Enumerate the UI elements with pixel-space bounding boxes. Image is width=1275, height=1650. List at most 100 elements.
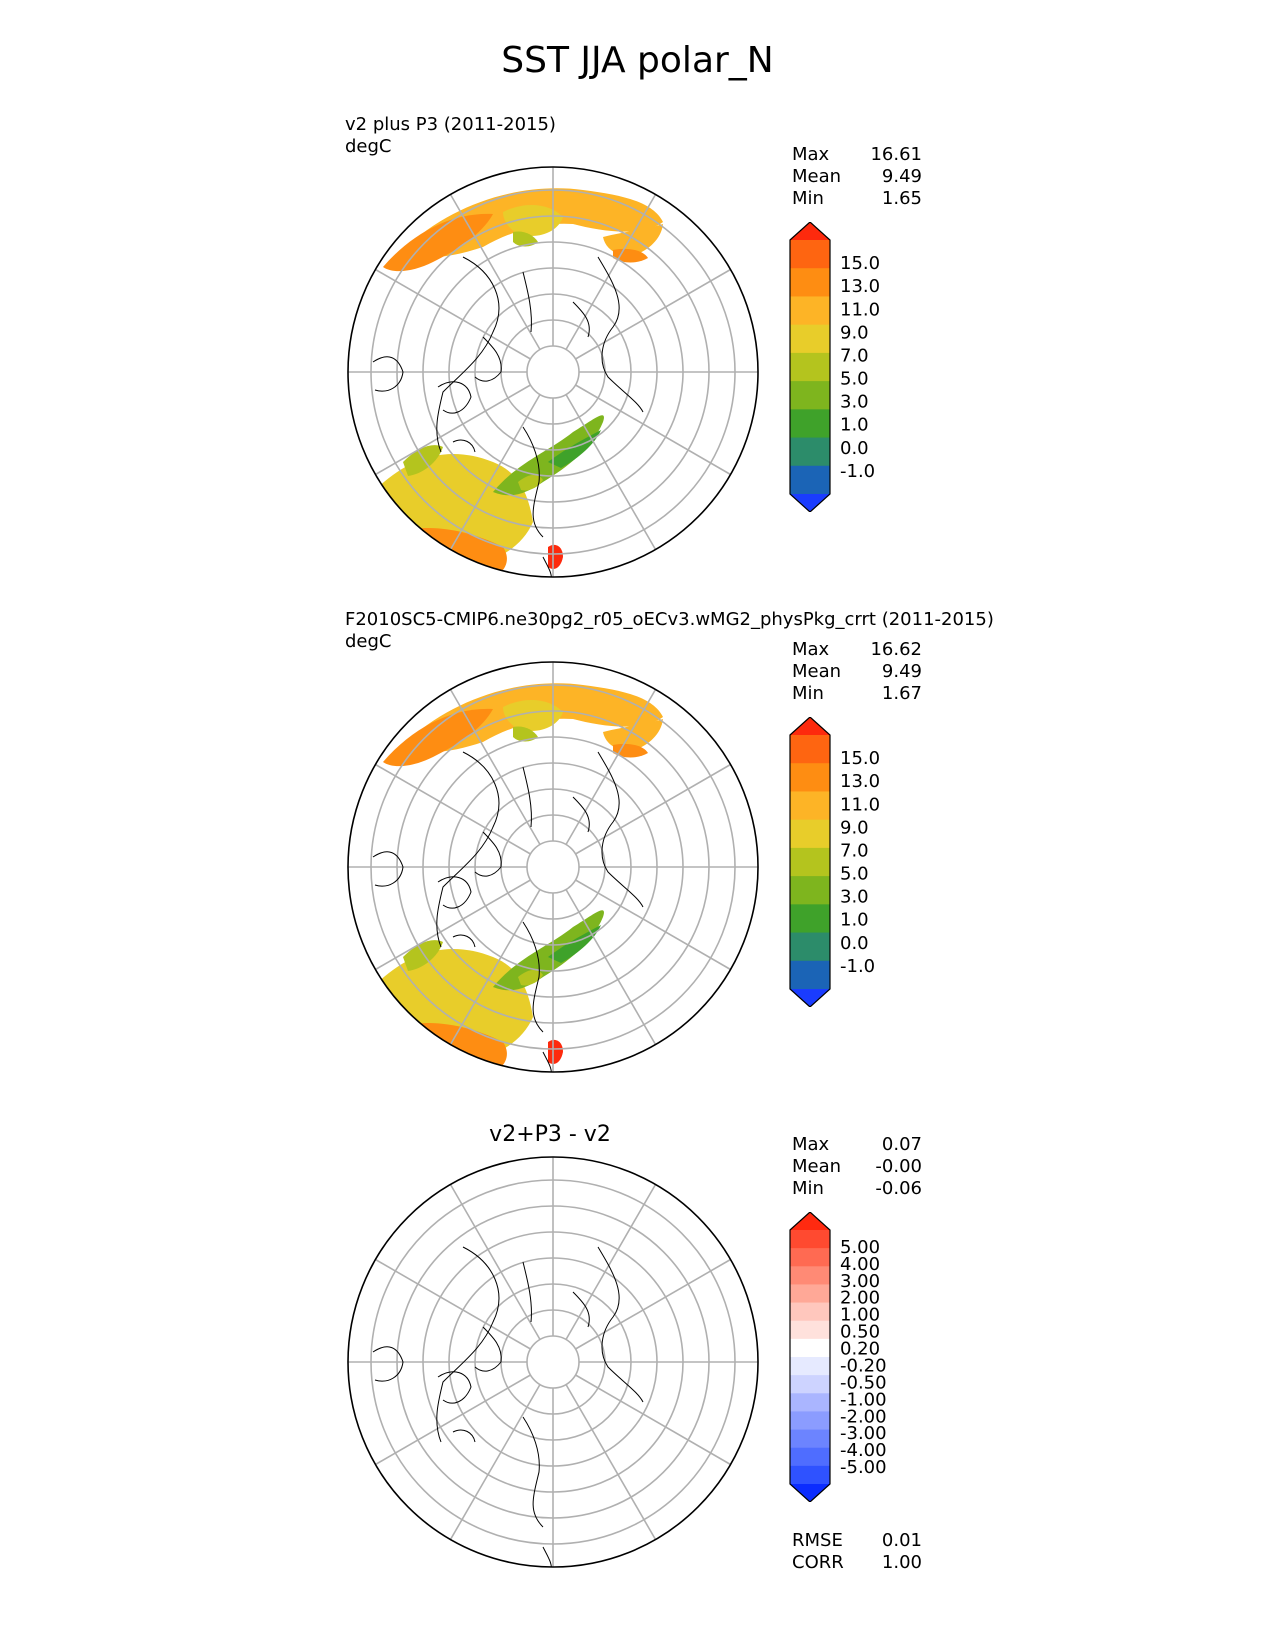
stat-min: 1.67	[881, 683, 922, 704]
colorbar-tick-label: 7.0	[840, 840, 869, 861]
meridian-line	[565, 194, 657, 350]
panel-reference: F2010SC5-CMIP6.ne30pg2_r05_oECv3.wMG2_ph…	[0, 605, 1275, 1100]
colorbar-band	[790, 352, 830, 382]
colorbar: 15.013.011.09.07.0 5.03.01.00.0-1.0	[789, 222, 880, 512]
colorbar-band	[790, 791, 830, 821]
colorbar-band	[790, 1338, 830, 1358]
stats-block: Max 0.07 Mean -0.00 Min -0.06	[792, 1134, 922, 1200]
colorbar-tick-label: 3.0	[840, 392, 869, 413]
meridian-line	[449, 689, 541, 845]
sst-field-region	[448, 1067, 508, 1072]
sst-field-region	[493, 910, 604, 991]
meridian-line	[575, 268, 731, 360]
colorbar-tick-label: 4.00	[840, 1254, 880, 1275]
stat-label: Mean	[792, 1156, 842, 1177]
colorbar-band	[790, 1357, 830, 1376]
coastline	[372, 1346, 404, 1382]
sst-field-region	[403, 445, 443, 476]
colorbar-tick-label: 11.0	[840, 299, 880, 320]
meridian-line	[375, 384, 531, 476]
colorbar-band	[790, 1302, 830, 1322]
colorbar-band	[790, 1411, 830, 1431]
colorbar-band	[790, 960, 830, 990]
stat-label: Max	[792, 1134, 830, 1155]
polar-map	[347, 166, 759, 578]
colorbar-band	[790, 1248, 830, 1267]
colorbar-tick-label: -1.0	[840, 956, 875, 977]
colorbar-band	[790, 1375, 830, 1394]
colorbar-band	[790, 268, 830, 297]
sst-field-region	[518, 969, 543, 986]
colorbar-band	[790, 1320, 830, 1340]
map-boundary	[347, 661, 759, 1073]
map-boundary	[347, 166, 759, 578]
stat-label: Min	[792, 683, 824, 704]
sst-field-region	[603, 224, 663, 257]
coastline	[522, 271, 532, 333]
colorbar-tick-label: -2.00	[840, 1406, 887, 1427]
meridian-line	[565, 394, 657, 550]
colorbar-tick-label: 3.0	[840, 887, 869, 908]
coastline	[542, 1546, 552, 1567]
colorbar-tick-label: 0.50	[840, 1322, 880, 1343]
colorbar-band	[790, 296, 830, 326]
colorbar-band	[790, 904, 830, 934]
colorbar-band	[790, 876, 830, 905]
colorbar-tick-label: -3.00	[840, 1423, 887, 1444]
coastline	[597, 751, 644, 908]
stat-rmse: 0.01	[881, 1530, 922, 1551]
stat-label: RMSE	[792, 1530, 843, 1551]
stat-max: 0.07	[881, 1134, 922, 1155]
stat-label: Min	[792, 1178, 824, 1199]
sst-field-region	[548, 925, 601, 963]
coastline	[522, 921, 544, 1033]
coastline	[437, 381, 472, 414]
meridian-line	[449, 394, 541, 550]
colorbar-extend-max	[790, 717, 830, 735]
polar-map	[347, 661, 759, 1073]
sst-field-region	[548, 430, 601, 468]
stat-label: Mean	[792, 166, 842, 187]
coastline	[572, 1291, 590, 1328]
sst-field-region	[493, 415, 604, 496]
coastline	[474, 1326, 502, 1372]
coastline	[436, 256, 500, 453]
colorbar-band	[790, 437, 830, 467]
coastline	[542, 556, 552, 577]
stat-max: 16.62	[870, 639, 922, 660]
coastline	[372, 851, 404, 887]
stat-mean: -0.00	[875, 1156, 922, 1177]
sst-field-region	[383, 213, 493, 272]
panel-title: F2010SC5-CMIP6.ne30pg2_r05_oECv3.wMG2_ph…	[345, 609, 994, 630]
panel-test: v2 plus P3 (2011-2015) degC Max 16.61 Mea…	[0, 110, 1275, 605]
colorbar-band	[790, 1447, 830, 1467]
meridian-line	[375, 1258, 531, 1350]
meridian-line	[575, 879, 731, 971]
colorbar-tick-label: -0.50	[840, 1372, 887, 1393]
colorbar-band	[790, 847, 830, 877]
sst-field-region	[383, 708, 493, 767]
colorbar-tick-label: 2.00	[840, 1288, 880, 1309]
field-layer	[348, 1157, 758, 1567]
sst-field-region	[403, 940, 443, 971]
meridian-line	[375, 268, 531, 360]
sst-field-region	[503, 700, 563, 732]
stat-mean: 9.49	[881, 661, 922, 682]
meridian-line	[565, 1184, 657, 1340]
meridian-line	[575, 1258, 731, 1350]
colorbar-band	[790, 240, 830, 269]
sst-field-region	[448, 572, 508, 577]
sst-field-region	[548, 544, 563, 569]
colorbar-tick-label: 9.0	[840, 817, 869, 838]
stats-block: Max 16.62 Mean 9.49 Min 1.67	[792, 639, 922, 705]
coastline	[522, 1261, 532, 1323]
colorbar-tick-label: 1.0	[840, 415, 869, 436]
colorbar-tick-label: -1.0	[840, 461, 875, 482]
sst-field-region	[603, 719, 663, 752]
colorbar-extend-min	[790, 494, 830, 512]
colorbar-band	[790, 1230, 830, 1249]
colorbar-tick-label: 15.0	[840, 748, 880, 769]
colorbar-tick-label: 5.00	[840, 1237, 880, 1258]
colorbar-band	[790, 1429, 830, 1449]
colorbar-band	[790, 1266, 830, 1285]
